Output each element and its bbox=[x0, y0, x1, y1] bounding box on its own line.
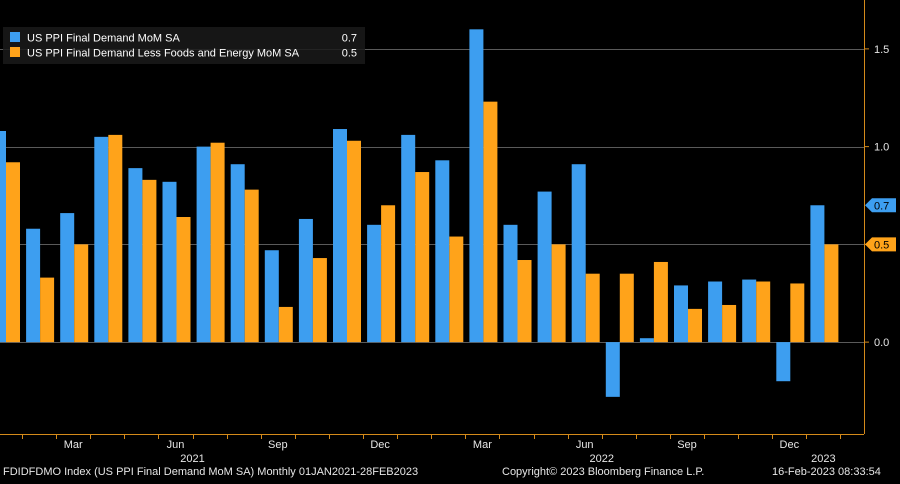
legend-series-name: US PPI Final Demand MoM SA bbox=[27, 33, 180, 45]
bar-ppi-final-demand bbox=[605, 342, 620, 397]
legend-last-value: 0.7 bbox=[342, 33, 357, 45]
bar-ppi-core bbox=[653, 261, 668, 343]
bar-ppi-final-demand bbox=[537, 191, 552, 343]
bar-ppi-final-demand bbox=[26, 228, 41, 343]
bar-ppi-core bbox=[312, 258, 327, 343]
x-year-label: 2021 bbox=[180, 453, 204, 465]
bar-ppi-core bbox=[142, 179, 157, 343]
bar-ppi-final-demand bbox=[639, 338, 654, 343]
bar-ppi-core bbox=[6, 162, 20, 343]
bar-ppi-final-demand bbox=[401, 134, 416, 343]
last-value-markers: 0.7 0.5 bbox=[865, 198, 896, 252]
bar-ppi-core bbox=[756, 281, 771, 343]
x-month-label: Sep bbox=[268, 439, 288, 451]
x-year-label: 2022 bbox=[590, 453, 614, 465]
bar-ppi-final-demand bbox=[367, 224, 382, 343]
last-value-marker bbox=[865, 237, 896, 252]
legend-series-name: US PPI Final Demand Less Foods and Energ… bbox=[27, 48, 300, 60]
bar-ppi-core bbox=[824, 244, 839, 343]
y-tick-label: 1.5 bbox=[874, 44, 889, 56]
x-axis: Mar Jun Sep Dec Mar Jun Sep Dec 2021 2022 2023 bbox=[0, 434, 864, 465]
y-axis: 0.0 0.5 1.0 1.5 bbox=[864, 0, 889, 434]
bar-ppi-final-demand bbox=[128, 168, 143, 343]
bar-ppi-core bbox=[74, 244, 89, 343]
bar-ppi-core bbox=[176, 217, 191, 343]
x-month-label: Dec bbox=[370, 439, 390, 451]
bar-ppi-final-demand bbox=[298, 218, 313, 343]
x-month-label: Jun bbox=[576, 439, 594, 451]
x-month-label: Dec bbox=[780, 439, 800, 451]
legend-last-value: 0.5 bbox=[342, 48, 357, 60]
bar-ppi-core bbox=[40, 277, 55, 343]
footer-index-description: FDIDFDMO Index (US PPI Final Demand MoM … bbox=[3, 466, 419, 478]
bar-ppi-final-demand bbox=[94, 136, 109, 343]
bar-ppi-final-demand bbox=[333, 129, 347, 343]
last-value-label: 0.5 bbox=[874, 239, 889, 251]
bar-ppi-final-demand bbox=[196, 146, 211, 343]
bar-ppi-final-demand bbox=[810, 205, 825, 343]
last-value-marker bbox=[865, 198, 896, 213]
bar-ppi-final-demand bbox=[435, 160, 450, 343]
bar-ppi-core bbox=[688, 308, 702, 343]
bar-ppi-core bbox=[278, 306, 293, 343]
legend: US PPI Final Demand MoM SA 0.7 US PPI Fina… bbox=[3, 27, 365, 64]
legend-swatch bbox=[10, 47, 20, 57]
bar-ppi-final-demand bbox=[503, 224, 518, 343]
bar-ppi-core bbox=[210, 142, 225, 343]
bar-ppi-core bbox=[449, 236, 464, 343]
bar-ppi-final-demand bbox=[162, 181, 177, 343]
bar-ppi-core bbox=[517, 260, 532, 343]
bar-ppi-core bbox=[619, 273, 634, 343]
bar-ppi-final-demand bbox=[230, 164, 245, 343]
x-year-label: 2023 bbox=[811, 453, 835, 465]
last-value-label: 0.7 bbox=[874, 200, 889, 212]
bar-ppi-final-demand bbox=[674, 285, 688, 343]
bar-ppi-final-demand bbox=[264, 250, 279, 343]
footer-copyright: Copyright© 2023 Bloomberg Finance L.P. bbox=[502, 466, 705, 478]
legend-swatch bbox=[10, 32, 20, 42]
bar-ppi-core bbox=[244, 189, 259, 343]
bar-ppi-final-demand bbox=[0, 130, 6, 343]
y-tick-label: 0.0 bbox=[874, 337, 889, 349]
x-month-label: Mar bbox=[473, 439, 492, 451]
x-month-label: Sep bbox=[677, 439, 697, 451]
bar-ppi-final-demand bbox=[469, 29, 484, 343]
bar-ppi-core bbox=[585, 273, 600, 343]
bar-ppi-final-demand bbox=[571, 164, 586, 343]
legend-background bbox=[3, 27, 365, 64]
bar-ppi-core bbox=[722, 304, 737, 343]
bar-ppi-core bbox=[551, 244, 566, 343]
bar-ppi-final-demand bbox=[742, 279, 757, 343]
bar-ppi-core bbox=[108, 134, 123, 343]
bar-ppi-final-demand bbox=[60, 213, 75, 343]
bar-ppi-core bbox=[415, 172, 430, 343]
bar-ppi-final-demand bbox=[708, 281, 723, 343]
bar-ppi-core bbox=[483, 101, 498, 343]
footer-timestamp: 16-Feb-2023 08:33:54 bbox=[772, 466, 881, 478]
bar-ppi-core bbox=[381, 205, 396, 343]
bars bbox=[0, 29, 839, 397]
bar-ppi-core bbox=[347, 140, 361, 343]
bar-ppi-core bbox=[790, 283, 805, 343]
y-tick-label: 1.0 bbox=[874, 142, 889, 154]
bar-ppi-final-demand bbox=[776, 342, 791, 382]
x-month-label: Jun bbox=[167, 439, 185, 451]
x-month-label: Mar bbox=[64, 439, 83, 451]
